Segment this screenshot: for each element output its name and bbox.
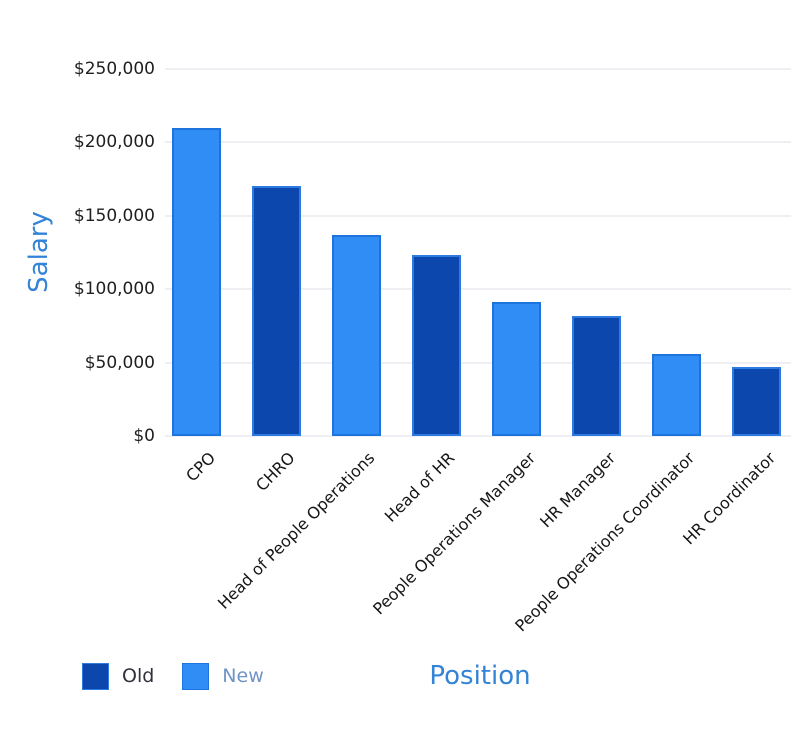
bar-cpo [171, 127, 221, 436]
gridline [165, 288, 791, 291]
bar-head-of-people-operations [331, 234, 381, 436]
x-tick-label: Head of HR [381, 448, 459, 526]
legend-label-old: Old [122, 665, 155, 687]
x-tick-label: People Operations Manager [368, 448, 539, 619]
y-tick-label: $200,000 [73, 132, 155, 153]
gridline [165, 435, 791, 437]
x-tick-label: Head of People Operations [214, 448, 379, 613]
y-tick-label: $250,000 [73, 59, 155, 79]
chart-legend: Old New [82, 663, 264, 690]
y-tick-label: $100,000 [73, 279, 155, 300]
x-tick-label: CHRO [252, 448, 299, 495]
legend-entry-new: New [182, 663, 264, 690]
x-tick-label: People Operations Coordinator [511, 448, 699, 636]
legend-swatch-old-icon [82, 663, 109, 690]
gridline [165, 214, 791, 217]
bar-hr-manager [571, 315, 621, 436]
bar-people-operations-manager [491, 302, 541, 436]
x-tick-label: HR Manager [535, 448, 619, 532]
legend-swatch-new-icon [182, 663, 210, 690]
y-tick-label: $150,000 [73, 205, 155, 226]
bar-head-of-hr [411, 255, 461, 436]
bar-people-operations-coordinator [651, 353, 701, 436]
gridline [165, 141, 791, 144]
legend-label-new: New [222, 665, 264, 687]
bar-chro [251, 186, 301, 436]
gridline [165, 68, 791, 70]
y-tick-label: $50,000 [84, 352, 155, 373]
bar-hr-coordinator [731, 367, 781, 436]
y-tick-label: $0 [133, 426, 155, 446]
x-tick-label: CPO [181, 448, 219, 486]
gridline [165, 361, 791, 364]
x-axis-title: Position [429, 661, 531, 691]
legend-entry-old: Old [82, 663, 154, 690]
